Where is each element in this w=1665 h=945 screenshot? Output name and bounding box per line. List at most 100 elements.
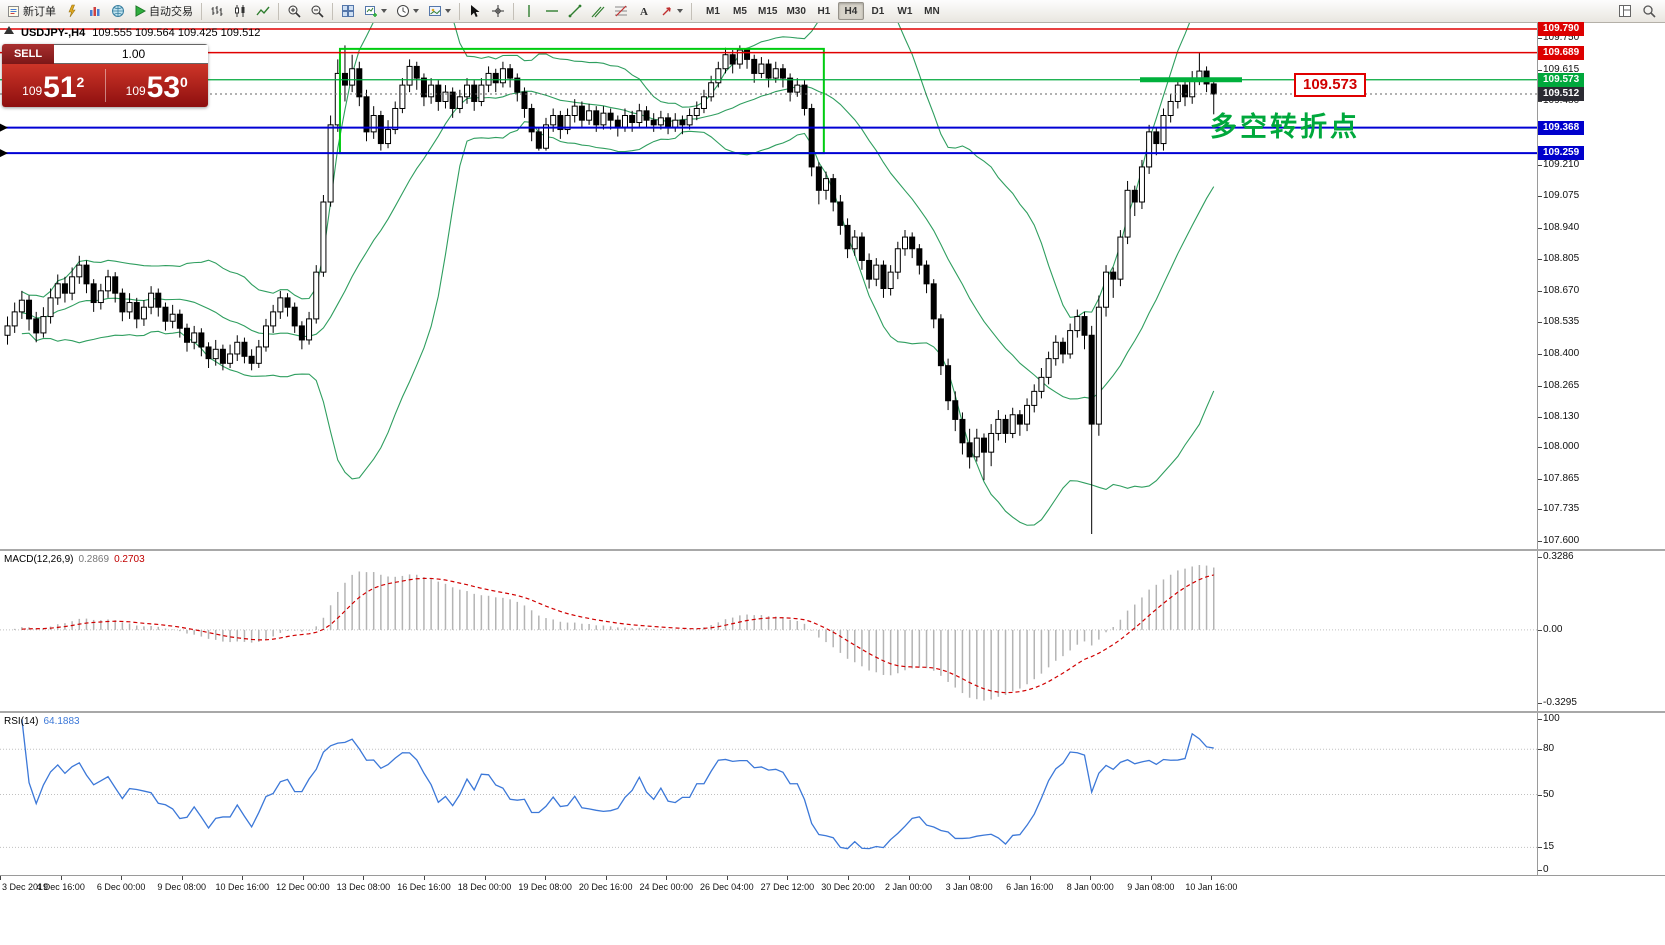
- search-button[interactable]: [1638, 1, 1660, 21]
- timeframe-w1-button[interactable]: W1: [892, 2, 918, 20]
- cursor-button[interactable]: [464, 1, 486, 21]
- template-button[interactable]: [424, 1, 455, 21]
- bar-chart-icon: [210, 4, 224, 18]
- macd-canvas[interactable]: [0, 551, 1537, 711]
- zoom-in-button[interactable]: [283, 1, 305, 21]
- tile-windows-button[interactable]: [337, 1, 359, 21]
- volume-input[interactable]: [54, 45, 208, 63]
- timeframe-mn-button[interactable]: MN: [919, 2, 945, 20]
- price-tickmark: [1538, 509, 1542, 511]
- zoom-out-button[interactable]: [306, 1, 328, 21]
- tile-windows-icon: [341, 4, 355, 18]
- price-annotation[interactable]: 109.573: [1294, 73, 1367, 97]
- price-tickmark: [1538, 417, 1542, 419]
- rsi-tick: 0: [1543, 864, 1549, 875]
- time-label: 6 Jan 16:00: [1006, 882, 1054, 892]
- crosshair-icon: [491, 4, 505, 18]
- market-watch-button[interactable]: [61, 1, 83, 21]
- macd-signal-value: 0.2703: [114, 554, 145, 565]
- price-tickmark: [1538, 385, 1542, 387]
- rsi-tick: 100: [1543, 713, 1560, 724]
- price-tickmark: [1538, 259, 1542, 261]
- toolbar-separator: [513, 2, 514, 20]
- new-order-button[interactable]: 新订单: [3, 1, 60, 21]
- time-axis[interactable]: 3 Dec 2019 4 Dec 16:00 6 Dec 00:00 9 Dec 08…: [0, 875, 1665, 897]
- rsi-canvas[interactable]: [0, 713, 1537, 875]
- rsi-panel: 100 80 50 15 0 RSI(14) 64.1883: [0, 713, 1665, 875]
- sell-button[interactable]: SELL: [2, 44, 54, 64]
- rsi-tick: 15: [1543, 841, 1555, 853]
- timeframe-m15-button[interactable]: M15: [754, 2, 781, 20]
- trade-panel-header: SELL BUY: [2, 44, 208, 64]
- rsi-value: 64.1883: [43, 716, 80, 727]
- time-tickmark: [484, 876, 486, 880]
- price-tickmark: [1538, 38, 1542, 40]
- panel-separator[interactable]: [0, 549, 1665, 551]
- price-tag: 109.368: [1538, 120, 1585, 135]
- text-button[interactable]: A: [633, 1, 655, 21]
- macd-name: MACD(12,26,9): [4, 554, 74, 565]
- time-label: 16 Dec 16:00: [397, 882, 451, 892]
- ohlc-values: 109.555 109.564 109.425 109.512: [92, 26, 261, 39]
- timeframe-m1-button[interactable]: M1: [700, 2, 726, 20]
- time-tickmark: [0, 876, 1, 880]
- chevron-down-icon: [445, 9, 451, 13]
- time-tickmark: [181, 876, 183, 880]
- price-tick: 108.000: [1543, 441, 1580, 453]
- price-tickmark: [1538, 447, 1542, 449]
- panel-separator[interactable]: [0, 711, 1665, 713]
- timeframe-d1-button[interactable]: D1: [865, 2, 891, 20]
- autotrading-button[interactable]: 自动交易: [130, 1, 197, 21]
- workspace: 109.750109.615109.480109.345109.210109.0…: [0, 22, 1665, 897]
- vertical-line-button[interactable]: [518, 1, 540, 21]
- time-label: 27 Dec 12:00: [760, 882, 815, 892]
- timeframe-m5-button[interactable]: M5: [727, 2, 753, 20]
- timeframe-h4-button[interactable]: H4: [837, 2, 864, 20]
- rsi-tickmark: [1538, 870, 1542, 871]
- period-button[interactable]: [392, 1, 423, 21]
- toolbar-separator: [201, 2, 202, 20]
- rsi-tick: 80: [1543, 743, 1555, 755]
- trade-panel-divider: [104, 69, 106, 102]
- horizontal-line-button[interactable]: [541, 1, 563, 21]
- chart-window-icon: [4, 26, 14, 39]
- macd-tickmark: [1538, 557, 1542, 558]
- text-icon: A: [637, 4, 651, 18]
- main-chart-canvas[interactable]: [0, 23, 1537, 549]
- layout-icon: [1618, 4, 1632, 18]
- rsi-scale[interactable]: 100 80 50 15 0: [1537, 713, 1665, 875]
- time-tickmark: [1150, 876, 1152, 880]
- svg-text:A: A: [640, 6, 648, 18]
- time-label: 19 Dec 08:00: [518, 882, 572, 892]
- toolbar-separator: [278, 2, 279, 20]
- rsi-tick: 50: [1543, 788, 1555, 800]
- trendline-button[interactable]: [564, 1, 586, 21]
- main-price-scale[interactable]: 109.750109.615109.480109.345109.210109.0…: [1537, 22, 1665, 549]
- timeframe-h1-button[interactable]: H1: [811, 2, 837, 20]
- navigator-button[interactable]: [107, 1, 129, 21]
- layout-button[interactable]: [1614, 1, 1636, 21]
- candlestick-chart-button[interactable]: [229, 1, 251, 21]
- timeframe-m30-button[interactable]: M30: [782, 2, 809, 20]
- price-tick: 107.735: [1543, 503, 1580, 515]
- macd-scale[interactable]: 0.3286 0.00 -0.3295: [1537, 551, 1665, 711]
- line-chart-button[interactable]: [252, 1, 274, 21]
- time-tickmark: [847, 876, 849, 880]
- time-tickmark: [1211, 876, 1213, 880]
- new-chart-button[interactable]: [360, 1, 391, 21]
- arrows-button[interactable]: [656, 1, 687, 21]
- ask-price: 109 53 0: [106, 64, 209, 107]
- time-label: 18 Dec 00:00: [457, 882, 512, 892]
- data-window-button[interactable]: [84, 1, 106, 21]
- vertical-line-icon: [522, 4, 536, 18]
- macd-tick: 0.3286: [1543, 551, 1574, 562]
- bar-chart-button[interactable]: [206, 1, 228, 21]
- time-tickmark: [363, 876, 365, 880]
- channel-button[interactable]: [587, 1, 609, 21]
- fibonacci-button[interactable]: [610, 1, 632, 21]
- data-window-icon: [88, 4, 102, 18]
- zoom-in-icon: [287, 4, 301, 18]
- price-tick: 107.865: [1543, 473, 1580, 485]
- time-label: 3 Dec 2019: [2, 882, 49, 892]
- crosshair-button[interactable]: [487, 1, 509, 21]
